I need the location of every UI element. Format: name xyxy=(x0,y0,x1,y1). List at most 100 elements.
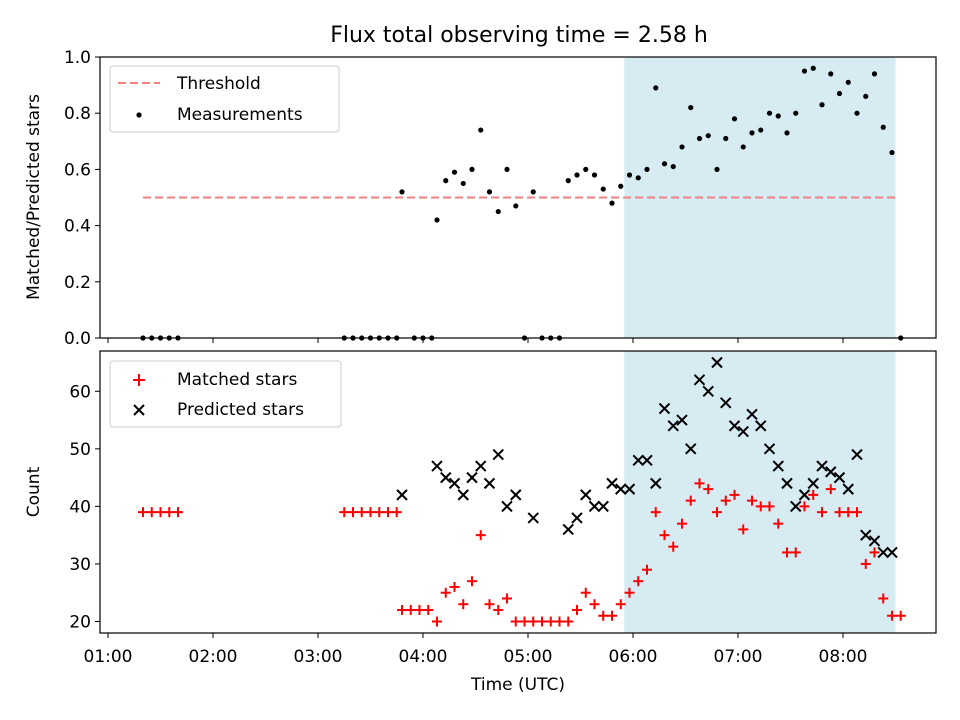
matched-point xyxy=(755,501,766,512)
predicted-point xyxy=(606,477,618,490)
matched-point xyxy=(668,541,679,552)
measurement-point xyxy=(731,116,738,122)
matched-point xyxy=(374,507,385,518)
top-y-tick-label: 0.0 xyxy=(64,329,91,349)
predicted-point xyxy=(825,466,837,478)
predicted-point xyxy=(842,483,854,495)
measurement-point xyxy=(775,113,781,119)
predicted-point xyxy=(755,420,767,432)
bottom-y-ticks: 20 30 40 50 60 xyxy=(69,382,100,632)
matched-point xyxy=(423,604,434,615)
top-y-tick-label: 0.4 xyxy=(64,217,91,237)
x-tick-label: 07:00 xyxy=(714,647,763,667)
legend-threshold-label: Threshold xyxy=(176,74,261,94)
matched-point xyxy=(537,616,547,627)
matched-point xyxy=(528,616,539,627)
predicted-point xyxy=(632,454,644,467)
top-y-tick-label: 0.8 xyxy=(64,104,91,124)
matched-point xyxy=(878,593,889,604)
legend-predicted-swatch xyxy=(133,404,145,416)
matched-point xyxy=(860,558,871,569)
matched-point xyxy=(869,547,880,558)
matched-point xyxy=(738,524,749,535)
predicted-point xyxy=(746,408,758,421)
top-y-axis-label: Matched/Predicted stars xyxy=(24,94,44,300)
measurement-point xyxy=(880,124,886,130)
predicted-point xyxy=(781,477,793,490)
predicted-point xyxy=(833,471,846,484)
matched-point xyxy=(607,610,617,621)
measurement-point xyxy=(670,163,676,170)
bottom-observing-window xyxy=(624,351,896,633)
predicted-point xyxy=(492,448,504,461)
matched-point xyxy=(432,616,442,627)
predicted-point xyxy=(396,489,408,501)
measurement-point xyxy=(644,166,650,172)
predicted-point xyxy=(597,500,609,513)
measurement-point xyxy=(469,166,475,172)
predicted-point xyxy=(650,477,662,490)
matched-point xyxy=(799,501,810,512)
matched-point xyxy=(173,507,183,518)
matched-point xyxy=(720,495,731,506)
bottom-x-ticks: 01:00 02:00 03:00 04:00 05:00 06:00 07:00 08:00 xyxy=(84,633,868,667)
predicted-point xyxy=(457,489,469,501)
top-x-ticks xyxy=(107,338,844,343)
measurement-point xyxy=(635,175,641,181)
bottom-y-tick-label: 30 xyxy=(69,555,91,575)
measurement-point xyxy=(434,217,440,223)
measurement-point xyxy=(504,166,510,172)
bottom-legend: Matched stars Predicted stars xyxy=(109,360,342,428)
measurement-point xyxy=(451,169,458,175)
measurement-point xyxy=(626,172,633,178)
measurement-point xyxy=(591,172,598,178)
predicted-point xyxy=(868,535,881,547)
measurement-point xyxy=(600,186,606,192)
matched-point xyxy=(703,484,714,495)
matched-point xyxy=(712,507,722,518)
matched-point xyxy=(825,484,836,495)
measurement-point xyxy=(486,189,493,195)
predicted-point xyxy=(728,420,741,432)
measurement-point xyxy=(723,135,729,142)
matched-point xyxy=(834,507,845,518)
matched-point xyxy=(790,547,801,558)
legend-measurements-label: Measurements xyxy=(177,105,303,125)
matched-point xyxy=(808,489,819,500)
matched-point xyxy=(895,610,906,621)
top-y-tick-label: 0.2 xyxy=(64,273,91,293)
matched-point xyxy=(563,616,574,627)
matched-point xyxy=(365,507,376,518)
legend-matched-label: Matched stars xyxy=(177,370,297,390)
matched-point xyxy=(545,616,556,627)
bottom-y-tick-label: 40 xyxy=(69,497,91,517)
predicted-point xyxy=(571,512,583,524)
matched-point xyxy=(510,616,521,627)
measurement-point xyxy=(793,110,799,116)
x-tick-label: 08:00 xyxy=(819,647,868,667)
matched-point xyxy=(580,587,591,598)
top-y-tick-label: 0.6 xyxy=(64,160,91,180)
predicted-points xyxy=(396,356,898,559)
matched-point xyxy=(405,604,416,615)
predicted-point xyxy=(615,483,627,495)
predicted-point xyxy=(763,443,776,455)
matched-point xyxy=(519,616,530,627)
measurement-point xyxy=(871,71,878,77)
measurement-point xyxy=(784,130,790,136)
predicted-point xyxy=(623,483,636,495)
bottom-y-tick-label: 50 xyxy=(69,440,91,460)
matched-points xyxy=(138,478,906,627)
predicted-point xyxy=(693,374,706,386)
matched-point xyxy=(782,547,792,558)
matched-point xyxy=(677,518,687,529)
bottom-y-tick-label: 60 xyxy=(69,382,91,402)
x-tick-label: 04:00 xyxy=(399,647,448,667)
measurement-point xyxy=(661,161,668,167)
matched-point xyxy=(554,616,565,627)
matched-point xyxy=(887,610,897,621)
top-panel: 0.0 0.2 0.4 0.6 0.8 1.0 Matched/Predicted sta… xyxy=(24,48,937,349)
top-y-tick-label: 1.0 xyxy=(64,48,91,68)
matched-point xyxy=(155,507,166,518)
